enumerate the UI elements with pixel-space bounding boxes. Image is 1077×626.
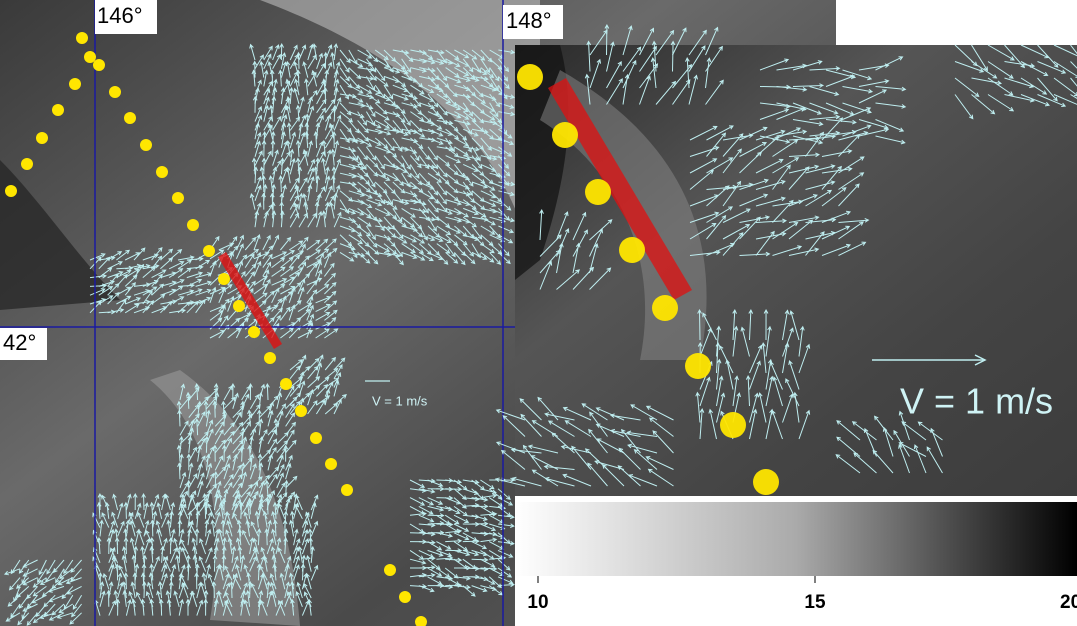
track-dot: [218, 273, 230, 285]
track-dot: [295, 405, 307, 417]
track-dot: [93, 59, 105, 71]
lon-label: 148°: [506, 8, 552, 33]
track-dot: [384, 564, 396, 576]
track-dot: [325, 458, 337, 470]
track-dot: [619, 237, 645, 263]
track-dot: [280, 378, 292, 390]
track-dot: [69, 78, 81, 90]
track-dot: [52, 104, 64, 116]
track-dot: [310, 432, 322, 444]
track-dot: [517, 64, 543, 90]
colorbar-tick-label: 10: [527, 592, 548, 613]
track-dot: [172, 192, 184, 204]
track-dot: [109, 86, 121, 98]
lat-label: 42°: [3, 330, 36, 355]
colorbar-tick-label: 20: [1060, 592, 1077, 613]
track-dot: [399, 591, 411, 603]
track-dot: [36, 132, 48, 144]
track-dot: [21, 158, 33, 170]
track-dot: [124, 112, 136, 124]
track-dot: [140, 139, 152, 151]
track-dot: [156, 166, 168, 178]
track-dot: [84, 51, 96, 63]
track-dot: [187, 219, 199, 231]
scale-label: V = 1 m/s: [372, 393, 428, 408]
track-dot: [341, 484, 353, 496]
margin: [836, 0, 1077, 45]
track-dot: [5, 185, 17, 197]
colorbar-tick-label: 15: [804, 592, 826, 613]
track-dot: [203, 245, 215, 257]
track-dot: [753, 469, 779, 495]
track-dot: [585, 179, 611, 205]
track-dot: [248, 326, 260, 338]
track-dot: [685, 353, 711, 379]
track-dot: [76, 32, 88, 44]
figure: V = 1 m/s 146° 148° 42° V = 1 m/s 10 15 …: [0, 0, 1077, 626]
lon-label: 146°: [97, 3, 143, 28]
track-dot: [264, 352, 276, 364]
scale-label: V = 1 m/s: [900, 381, 1053, 422]
track-dot: [233, 300, 245, 312]
colorbar: [515, 502, 1077, 576]
track-dot: [652, 295, 678, 321]
track-dot: [552, 122, 578, 148]
track-dot: [720, 412, 746, 438]
